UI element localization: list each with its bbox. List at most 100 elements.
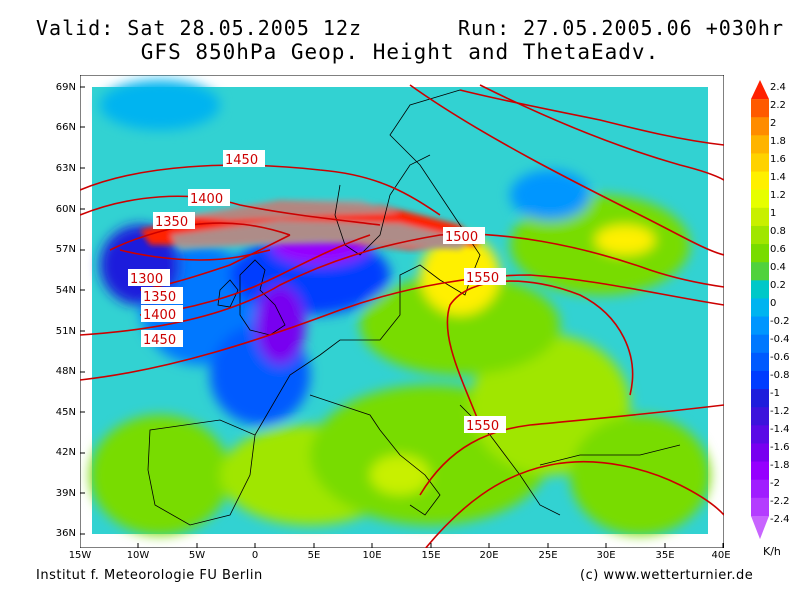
- lat-label: 48N: [55, 366, 76, 377]
- colorbar-swatch: [751, 244, 769, 263]
- lon-label: 10W: [126, 550, 150, 561]
- contour-label-box: [188, 189, 230, 206]
- contour-label-box: [464, 416, 506, 433]
- colorbar-top-arrow: [751, 80, 769, 100]
- colorbar-swatch: [751, 280, 769, 299]
- colorbar-swatch: [751, 153, 769, 173]
- colorbar-swatch: [751, 334, 769, 354]
- chart-title: GFS 850hPa Geop. Height and ThetaEadv.: [140, 40, 660, 64]
- contour-label-box: [464, 268, 506, 285]
- contour-label: 1400: [190, 192, 223, 207]
- colorbar-swatch: [751, 443, 769, 463]
- contour-label-box: [141, 305, 183, 322]
- lon-label: 15W: [68, 550, 92, 561]
- lon-label: 40E: [711, 550, 731, 561]
- colorbar-level-label: -1: [770, 388, 780, 399]
- valid-time: Valid: Sat 28.05.2005 12z: [36, 16, 363, 40]
- colorbar-level-label: 1.8: [770, 136, 786, 147]
- colorbar-level-label: 1.4: [770, 172, 786, 183]
- contour-label-box: [223, 150, 265, 167]
- lon-label: 15E: [421, 550, 441, 561]
- lon-label: 35E: [655, 550, 675, 561]
- colorbar-level-label: 2.2: [770, 100, 786, 111]
- colorbar-level-label: -1.4: [770, 424, 790, 435]
- colorbar-level-label: 0.6: [770, 244, 786, 255]
- lon-label: 20E: [479, 550, 499, 561]
- lat-label: 54N: [55, 285, 76, 296]
- colorbar-level-label: 1.2: [770, 190, 786, 201]
- contour-labels: 1450 1400 1350 1300 1350 1400 1450 1500 …: [128, 150, 506, 434]
- colorbar-level-label: 1: [770, 208, 777, 219]
- contour-label: 1550: [466, 271, 499, 286]
- contour-label-box: [153, 212, 195, 229]
- colorbar-level-label: -2.4: [770, 514, 790, 525]
- lat-label: 69N: [55, 82, 76, 93]
- colorbar-swatch: [751, 497, 769, 517]
- colorbar-level-label: 0.8: [770, 226, 786, 237]
- contour-label: 1350: [155, 215, 188, 230]
- lat-label: 45N: [55, 407, 76, 418]
- contour-label: 1450: [143, 333, 176, 348]
- map-panel: 1450 1400 1350 1300 1350 1400 1450 1500 …: [79, 74, 725, 556]
- colorbar-swatch: [751, 171, 769, 191]
- contour-label-box: [141, 287, 183, 304]
- contour-label-box: [128, 269, 170, 286]
- colorbar-level-label: 0.4: [770, 262, 786, 273]
- colorbar-swatch: [751, 479, 769, 499]
- lat-label: 60N: [55, 204, 76, 215]
- colorbar-level-label: -0.2: [770, 316, 790, 327]
- colorbar-swatch: [751, 407, 769, 426]
- colorbar-swatch: [751, 135, 769, 154]
- contour-label: 1500: [445, 230, 478, 245]
- lat-label: 66N: [55, 122, 76, 133]
- colorbar-swatch: [751, 389, 769, 408]
- colorbar-level-label: -0.8: [770, 370, 790, 381]
- colorbar-level-label: -0.4: [770, 334, 790, 345]
- contour-label: 1450: [225, 153, 258, 168]
- colorbar-level-label: -2: [770, 478, 780, 489]
- colorbar-level-label: -2.2: [770, 496, 790, 507]
- colorbar-level-label: 2: [770, 118, 777, 129]
- colorbar: [751, 80, 769, 540]
- colorbar-swatch: [751, 461, 769, 481]
- institute-credit: Institut f. Meteorologie FU Berlin: [36, 568, 263, 583]
- colorbar-swatch: [751, 425, 769, 444]
- lat-label: 36N: [55, 528, 76, 539]
- colorbar-swatch: [751, 370, 769, 390]
- contour-label: 1300: [130, 272, 163, 287]
- colorbar-level-label: 0.2: [770, 280, 786, 291]
- lon-label: 0: [251, 550, 259, 561]
- copyright-credit: (c) www.wetterturnier.de: [580, 568, 754, 583]
- lat-label: 51N: [55, 326, 76, 337]
- lat-label: 57N: [55, 244, 76, 255]
- contour-label: 1350: [143, 290, 176, 305]
- colorbar-level-label: -0.6: [770, 352, 790, 363]
- colorbar-level-label: -1.6: [770, 442, 790, 453]
- colorbar-swatch: [751, 225, 769, 245]
- contour-label-box: [141, 330, 183, 347]
- colorbar-swatch: [751, 262, 769, 281]
- colorbar-swatch: [751, 189, 769, 209]
- lat-label: 39N: [55, 488, 76, 499]
- lon-label: 5W: [188, 550, 206, 561]
- run-time: Run: 27.05.2005.06 +030hr: [457, 16, 784, 40]
- colorbar-level-label: 1.6: [770, 154, 786, 165]
- colorbar-level-label: 0: [770, 298, 777, 309]
- height-contours: [79, 84, 725, 556]
- lon-label: 10E: [362, 550, 382, 561]
- contour-label-box: [443, 227, 485, 244]
- contour-label: 1400: [143, 308, 176, 323]
- colorbar-swatch: [751, 298, 769, 318]
- colorbar-swatch: [751, 352, 769, 372]
- header-line: Valid: Sat 28.05.2005 12z Run: 27.05.200…: [36, 16, 784, 88]
- colorbar-level-label: -1.8: [770, 460, 790, 471]
- map-svg: 1450 1400 1350 1300 1350 1400 1450 1500 …: [79, 74, 725, 556]
- colorbar-unit: K/h: [763, 545, 781, 558]
- lon-label: 25E: [538, 550, 558, 561]
- lat-label: 63N: [55, 163, 76, 174]
- contour-label: 1550: [466, 419, 499, 434]
- colorbar-swatch: [751, 316, 769, 336]
- colorbar-swatch: [751, 99, 769, 118]
- colorbar-swatch: [751, 207, 769, 227]
- axis-ticks: [79, 86, 724, 548]
